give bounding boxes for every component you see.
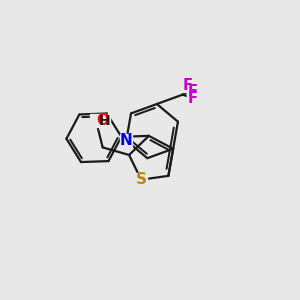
Text: N: N bbox=[120, 133, 133, 148]
Text: F: F bbox=[183, 78, 193, 93]
Text: F: F bbox=[188, 83, 197, 98]
Bar bbox=[187, 92, 198, 105]
Bar bbox=[187, 84, 198, 98]
Text: S: S bbox=[136, 172, 147, 187]
Bar bbox=[99, 114, 110, 127]
Bar bbox=[135, 173, 147, 186]
Bar bbox=[90, 114, 102, 127]
Text: F: F bbox=[188, 91, 197, 106]
Bar bbox=[121, 134, 132, 147]
Bar bbox=[182, 79, 194, 92]
Text: O: O bbox=[96, 113, 109, 128]
Text: H: H bbox=[99, 114, 111, 128]
